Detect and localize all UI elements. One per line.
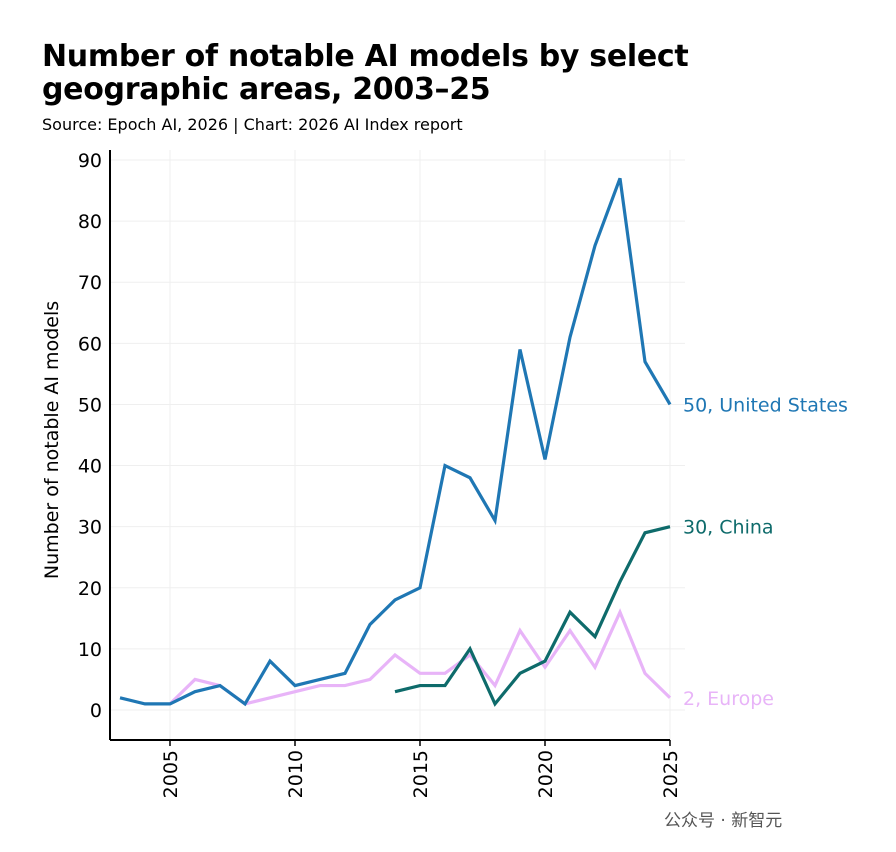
y-tick-label: 60 — [78, 333, 102, 355]
series-line-europe — [168, 608, 672, 706]
x-tick-label: 2025 — [660, 750, 682, 798]
y-tick-label: 80 — [78, 211, 102, 233]
y-tick-label: 10 — [78, 639, 102, 661]
y-axis-label: Number of notable AI models — [41, 301, 63, 579]
y-tick-label: 50 — [78, 394, 102, 416]
end-label-united-states: 50, United States — [683, 394, 848, 416]
series-line-united-states — [119, 177, 672, 707]
x-tick-label: 2005 — [160, 750, 182, 798]
chart-subtitle: Source: Epoch AI, 2026 | Chart: 2026 AI … — [42, 115, 463, 134]
y-tick-label: 0 — [90, 700, 102, 722]
y-tick-label: 70 — [78, 272, 102, 294]
end-label-china: 30, China — [683, 517, 774, 539]
y-tick-label: 30 — [78, 517, 102, 539]
y-tick-label: 40 — [78, 456, 102, 478]
series-line-china — [394, 525, 671, 707]
y-tick-label: 90 — [78, 150, 102, 172]
x-tick-label: 2015 — [410, 750, 432, 798]
chart-title: Number of notable AI models by select ge… — [42, 39, 689, 107]
x-tick-label: 2010 — [285, 750, 307, 798]
end-label-europe: 2, Europe — [683, 688, 774, 710]
watermark: 公众号 · 新智元 — [664, 811, 783, 831]
y-tick-label: 20 — [78, 578, 102, 600]
x-tick-label: 2020 — [535, 750, 557, 798]
